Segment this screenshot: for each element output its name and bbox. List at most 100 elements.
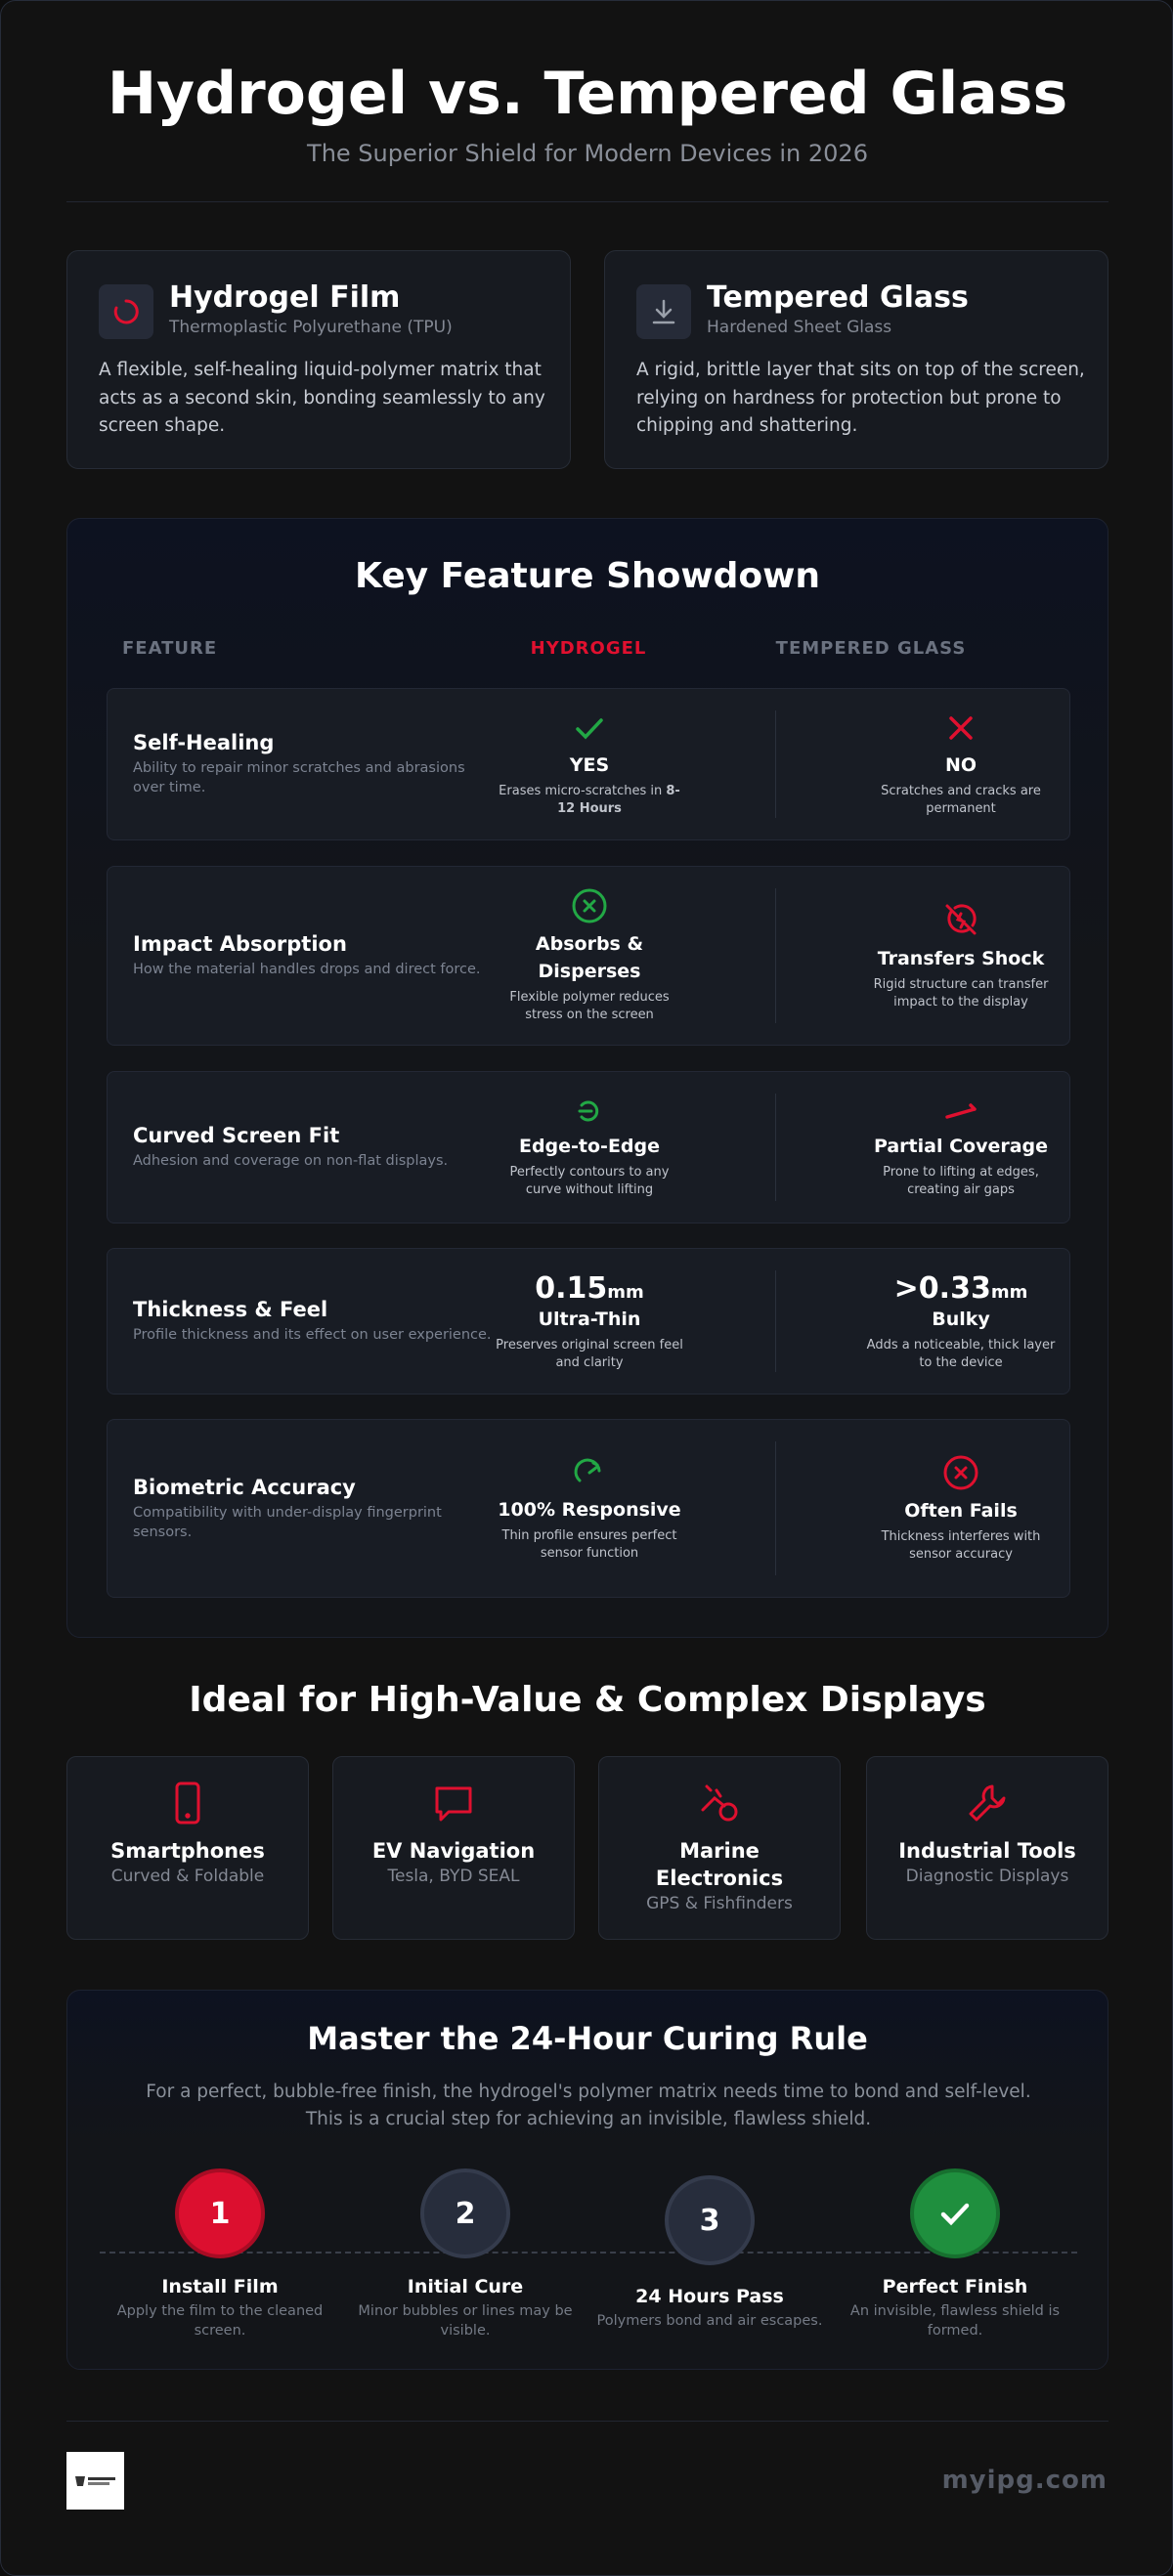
detail: Flexible polymer reduces stress on the s…	[509, 990, 670, 1022]
feature: Thickness & Feel Profile thickness and it…	[133, 1298, 495, 1345]
detail: Adds a noticeable, thick layer to the de…	[866, 1337, 1056, 1370]
step-title: Install Film	[161, 2276, 279, 2297]
section-title: Key Feature Showdown	[355, 556, 820, 596]
icon	[636, 284, 691, 339]
use-title: Marine Electronics	[655, 1839, 784, 1890]
step: Perfect Finish An invisible, flawless shi…	[833, 2276, 1077, 2340]
divider	[775, 888, 776, 1023]
icon	[940, 2203, 970, 2226]
step-marker	[910, 2168, 1000, 2258]
glass-cell: Transfers Shock Rigid structure can trans…	[863, 900, 1059, 1011]
glass-cell: Partial Coverage Prone to lifting at edge…	[863, 1095, 1059, 1199]
icon	[435, 1786, 472, 1822]
feature-row: Curved Screen Fit Adhesion and coverage o…	[107, 1071, 1070, 1224]
icon	[578, 1100, 599, 1122]
feature-name: Thickness & Feel	[133, 1298, 328, 1321]
detail: Perfectly contours to any curve without …	[509, 1165, 670, 1197]
headline: YES	[569, 754, 610, 776]
icon	[701, 1784, 738, 1822]
icon	[969, 1784, 1006, 1822]
thickness: 0.15mm	[535, 1271, 644, 1306]
thickness: >0.33mm	[894, 1271, 1028, 1306]
detail: Erases micro-scratches in 8-12 Hours	[495, 783, 684, 818]
use-title: Smartphones	[110, 1839, 265, 1863]
feature-row: Impact Absorption How the material handle…	[107, 866, 1070, 1046]
divider	[775, 710, 776, 818]
timeline	[100, 2252, 1077, 2254]
feature-name: Curved Screen Fit	[133, 1124, 340, 1147]
glass-cell: >0.33mm Bulky Adds a noticeable, thick lay…	[863, 1271, 1059, 1372]
step-title: Initial Cure	[407, 2276, 524, 2297]
subtitle: The Superior Shield for Modern Devices i…	[307, 140, 868, 167]
glass-cell: NO Scratches and cracks are permanent	[863, 710, 1059, 818]
divider	[66, 201, 1108, 202]
use-card: Smartphones Curved & Foldable	[66, 1756, 309, 1940]
use-subtitle: GPS & Fishfinders	[646, 1894, 793, 1913]
step: Initial Cure Minor bubbles or lines may b…	[343, 2276, 587, 2340]
feature: Impact Absorption How the material handle…	[133, 932, 495, 979]
hydrogel-cell: Absorbs & Disperses Flexible polymer redu…	[495, 887, 684, 1024]
step-title: 24 Hours Pass	[635, 2286, 784, 2307]
detail-text: Erases micro-scratches in	[499, 784, 663, 798]
feature-name: Self-Healing	[133, 731, 275, 754]
feature-row: Biometric Accuracy Compatibility with und…	[107, 1419, 1070, 1598]
column-header: FEATURE	[122, 638, 218, 659]
section-title: Ideal for High-Value & Complex Displays	[189, 1680, 986, 1720]
thickness-value: 0.15	[535, 1270, 608, 1306]
use-subtitle: Tesla, BYD SEAL	[387, 1867, 520, 1886]
thickness-value: >0.33	[893, 1270, 991, 1306]
column-header: HYDROGEL	[530, 638, 647, 659]
divider	[775, 1270, 776, 1372]
headline: Absorbs & Disperses	[535, 933, 644, 982]
feature: Biometric Accuracy Compatibility with und…	[133, 1476, 495, 1542]
headline: Often Fails	[904, 1499, 1018, 1522]
feature-row: Thickness & Feel Profile thickness and it…	[107, 1248, 1070, 1395]
step-description: Minor bubbles or lines may be visible.	[358, 2303, 573, 2339]
feature-row: Self-Healing Ability to repair minor scra…	[107, 688, 1070, 840]
section-title: Master the 24-Hour Curing Rule	[307, 2020, 868, 2057]
feature-description: Adhesion and coverage on non-flat displa…	[133, 1153, 449, 1169]
detail: Rigid structure can transfer impact to t…	[873, 977, 1049, 1009]
use-title: Industrial Tools	[898, 1839, 1076, 1863]
step-title: Perfect Finish	[882, 2276, 1028, 2297]
card-description: A flexible, self-healing liquid-polymer …	[99, 360, 545, 436]
divider	[66, 2421, 1108, 2422]
glass-card: Tempered Glass Hardened Sheet Glass A ri…	[604, 250, 1108, 469]
site-link[interactable]: myipg.com	[941, 2466, 1108, 2495]
icon	[572, 888, 607, 923]
step-description: Apply the film to the cleaned screen.	[116, 2303, 324, 2339]
step: Install Film Apply the film to the cleane…	[98, 2276, 342, 2340]
headline: 100% Responsive	[498, 1498, 681, 1521]
icon	[949, 716, 973, 740]
feature-description: Profile thickness and its effect on user…	[133, 1327, 492, 1343]
glass-cell: Often Fails Thickness interferes with sen…	[863, 1454, 1059, 1564]
hydrogel-cell: Edge-to-Edge Perfectly contours to any cu…	[495, 1095, 684, 1199]
step: 24 Hours Pass Polymers bond and air escap…	[587, 2286, 832, 2331]
card-subtitle: Hardened Sheet Glass	[707, 318, 892, 337]
icon	[99, 284, 153, 339]
use-card: Industrial Tools Diagnostic Displays	[866, 1756, 1108, 1940]
detail: Thin profile ensures perfect sensor func…	[501, 1527, 677, 1561]
detail: Thickness interferes with sensor accurac…	[881, 1528, 1041, 1562]
icon	[175, 1782, 200, 1825]
divider	[775, 1441, 776, 1575]
thickness-unit: mm	[990, 1281, 1028, 1303]
icon	[945, 1103, 977, 1119]
logo-mark	[74, 2475, 115, 2486]
intro: For a perfect, bubble-free finish, the h…	[146, 2082, 1031, 2129]
hydrogel-cell: 100% Responsive Thin profile ensures perf…	[495, 1455, 684, 1563]
title: Hydrogel vs. Tempered Glass	[107, 60, 1068, 128]
headline: Ultra-Thin	[538, 1308, 641, 1330]
icon	[576, 718, 603, 740]
step-marker: 2	[420, 2168, 510, 2258]
step-marker: 3	[665, 2175, 755, 2265]
step-description: An invisible, flawless shield is formed.	[849, 2303, 1061, 2339]
detail: Scratches and cracks are permanent	[881, 784, 1041, 816]
icon	[945, 904, 977, 935]
detail: Prone to lifting at edges, creating air …	[883, 1165, 1039, 1197]
feature: Self-Healing Ability to repair minor scra…	[133, 731, 495, 797]
comparison-panel: Key Feature Showdown FEATURE HYDROGEL TE…	[66, 518, 1108, 1638]
feature-name: Impact Absorption	[133, 932, 347, 956]
